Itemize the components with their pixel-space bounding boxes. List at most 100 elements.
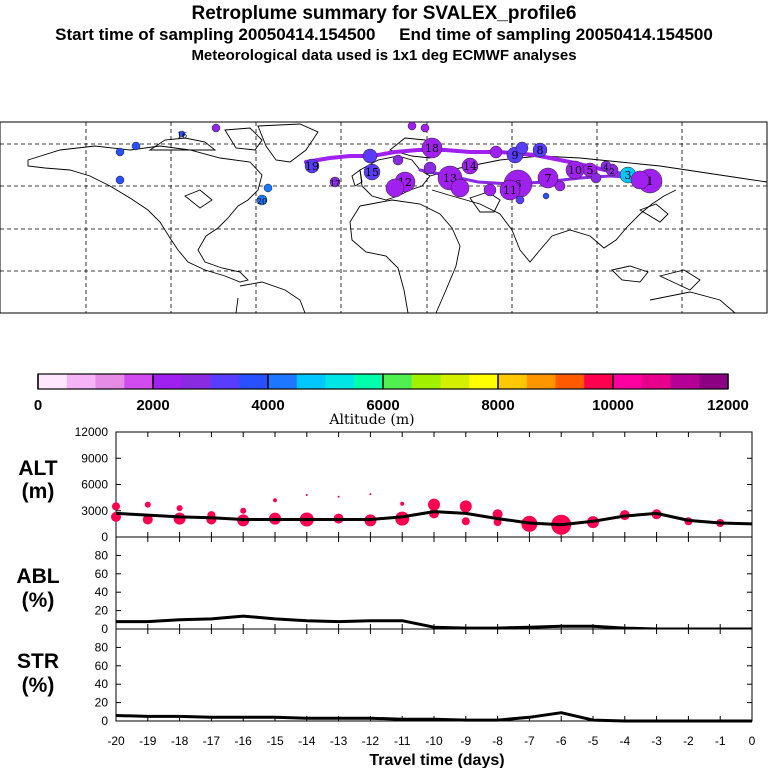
panel-label-abl: ABL xyxy=(16,565,59,588)
x-tick-label: -7 xyxy=(524,734,535,748)
colorbar-swatch xyxy=(670,374,700,389)
trajectory-marker xyxy=(115,147,125,157)
time-series-panels: 030006000900012000ALT(m)020406080ABL(%)0… xyxy=(16,425,755,748)
colorbar-label: Altitude (m) xyxy=(328,412,414,428)
colorbar-tick-label: 8000 xyxy=(481,397,514,414)
y-tick-label: 6000 xyxy=(81,478,108,492)
cluster-dot xyxy=(206,514,217,525)
colorbar-swatch xyxy=(526,374,556,389)
y-tick-label: 0 xyxy=(101,530,108,544)
colorbar-swatch xyxy=(641,374,671,389)
colorbar-swatch xyxy=(613,374,643,389)
trajectory-day-label: 8 xyxy=(537,144,544,157)
colorbar-tick-label: 2000 xyxy=(136,397,169,414)
cluster-dot xyxy=(305,494,308,496)
trajectory-marker xyxy=(537,167,559,189)
x-tick-label: -11 xyxy=(394,734,411,748)
trajectory-marker xyxy=(178,130,186,138)
x-tick-label: -6 xyxy=(556,734,567,748)
colorbar-swatch xyxy=(411,374,441,389)
trajectory-day-label: 15 xyxy=(365,166,379,179)
x-tick-label: -16 xyxy=(235,734,253,748)
trajectory-markers: 1234567891011121314151617181920 xyxy=(115,121,663,206)
meteo-source: Meteorological data used is 1x1 deg ECMW… xyxy=(191,47,577,64)
colorbar-swatch xyxy=(469,374,499,389)
trajectory-day-label: 9 xyxy=(512,149,519,162)
cluster-dot xyxy=(337,495,340,498)
trajectory-marker xyxy=(421,137,443,159)
colorbar-tick-label: 6000 xyxy=(366,397,399,414)
y-tick-label: 40 xyxy=(95,677,109,691)
trajectory-marker xyxy=(263,183,273,193)
x-tick-label: -12 xyxy=(362,734,380,748)
x-tick-label: -4 xyxy=(619,734,630,748)
cluster-dot xyxy=(240,507,247,514)
colorbar-swatch xyxy=(66,374,96,389)
trajectory-day-label: 17 xyxy=(330,179,340,188)
y-tick-label: 20 xyxy=(95,604,109,618)
colorbar-swatch xyxy=(354,374,384,389)
trajectory-day-label: 1 xyxy=(647,175,654,188)
chart-title: Retroplume summary for SVALEX_profile6 xyxy=(191,3,577,24)
x-tick-label: -19 xyxy=(139,734,157,748)
colorbar-tick-label: 0 xyxy=(34,397,42,414)
trajectory-day-label: 4 xyxy=(603,163,608,172)
trajectory-marker xyxy=(600,160,612,172)
x-tick-label: -8 xyxy=(492,734,503,748)
panel-unit-alt: (m) xyxy=(22,480,55,503)
x-tick-label: -1 xyxy=(715,734,726,748)
colorbar-swatch xyxy=(699,374,729,389)
colorbar-swatch xyxy=(440,374,470,389)
x-tick-label: 0 xyxy=(749,734,756,748)
cluster-dot xyxy=(428,498,440,511)
trajectory-marker xyxy=(461,157,479,175)
y-tick-label: 0 xyxy=(101,714,108,728)
trajectory-marker xyxy=(423,161,437,175)
trajectory-day-label: 16 xyxy=(177,131,187,140)
x-tick-label: -15 xyxy=(266,734,284,748)
x-tick-label: -9 xyxy=(460,734,471,748)
y-tick-label: 20 xyxy=(95,696,109,710)
trajectory-marker xyxy=(515,195,525,205)
trajectory-marker xyxy=(565,160,585,180)
cluster-dot xyxy=(142,514,153,525)
world-map: 1234567891011121314151617181920 xyxy=(0,121,768,314)
cluster-dot xyxy=(273,498,277,503)
trajectory-marker xyxy=(450,178,470,198)
trajectory-marker xyxy=(590,172,602,184)
colorbar-swatch xyxy=(210,374,240,389)
series-line-str xyxy=(115,711,752,723)
y-tick-label: 12000 xyxy=(75,425,109,439)
y-tick-label: 60 xyxy=(95,567,109,581)
cluster-dot xyxy=(369,493,372,496)
trajectory-day-label: 10 xyxy=(568,164,582,177)
colorbar-swatch xyxy=(181,374,211,389)
trajectory-day-label: 14 xyxy=(463,160,477,173)
x-tick-label: -10 xyxy=(425,734,443,748)
y-tick-label: 40 xyxy=(95,585,109,599)
cluster-dot xyxy=(144,501,151,508)
y-tick-label: 60 xyxy=(95,659,109,673)
series-line-alt xyxy=(115,510,753,527)
trajectory-marker xyxy=(542,192,550,200)
x-tick-label: -18 xyxy=(171,734,189,748)
colorbar-swatch xyxy=(268,374,298,389)
colorbar-tick-label: 4000 xyxy=(251,397,284,414)
x-tick-label: -2 xyxy=(683,734,694,748)
colorbar-swatch xyxy=(325,374,355,389)
trajectory-day-label: 3 xyxy=(625,169,632,182)
trajectory-day-label: 20 xyxy=(257,197,267,206)
y-tick-label: 9000 xyxy=(81,451,108,465)
trajectory-marker xyxy=(362,148,378,164)
x-axis-label: Travel time (days) xyxy=(369,752,504,768)
panel-unit-str: (%) xyxy=(22,674,55,697)
x-tick-label: -3 xyxy=(651,734,662,748)
trajectory-marker xyxy=(256,194,268,206)
trajectory-marker xyxy=(515,141,529,155)
panel-label-str: STR xyxy=(17,650,59,673)
colorbar-swatch xyxy=(296,374,326,389)
panel-label-alt: ALT xyxy=(18,457,57,480)
trajectory-marker xyxy=(407,121,417,131)
trajectory-marker xyxy=(499,179,521,201)
